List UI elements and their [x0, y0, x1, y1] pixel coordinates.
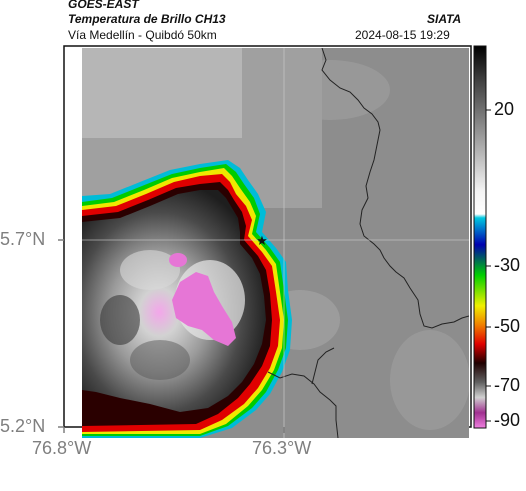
datetime-label: 2024-08-15 19:29	[355, 28, 450, 42]
lon-tick-label: 76.8°W	[32, 438, 92, 458]
cold-cloud-spot	[169, 253, 187, 267]
satellite-title: GOES-EAST	[68, 0, 139, 11]
colorbar-label: 20	[494, 99, 515, 119]
cold-cloud-tops	[172, 272, 236, 346]
product-title: Temperatura de Brillo CH13	[68, 12, 226, 26]
colorbar-label: -30	[494, 255, 521, 275]
star-icon: ★	[256, 234, 268, 249]
border-line	[321, 48, 469, 329]
region-label: Vía Medellín - Quibdó 50km	[68, 28, 217, 42]
lon-tick-label: 76.3°W	[252, 438, 312, 458]
colorbar	[473, 45, 487, 429]
lat-tick-label: 5.2°N	[0, 416, 46, 436]
border-line-lower	[311, 347, 335, 385]
agency-label: SIATA	[427, 12, 462, 26]
lat-tick-label: 5.7°N	[0, 229, 46, 249]
colorbar-label: -70	[494, 375, 521, 395]
border-line-south	[267, 371, 339, 438]
colorbar-label: -90	[494, 410, 521, 430]
colorbar-label: -50	[494, 316, 521, 336]
